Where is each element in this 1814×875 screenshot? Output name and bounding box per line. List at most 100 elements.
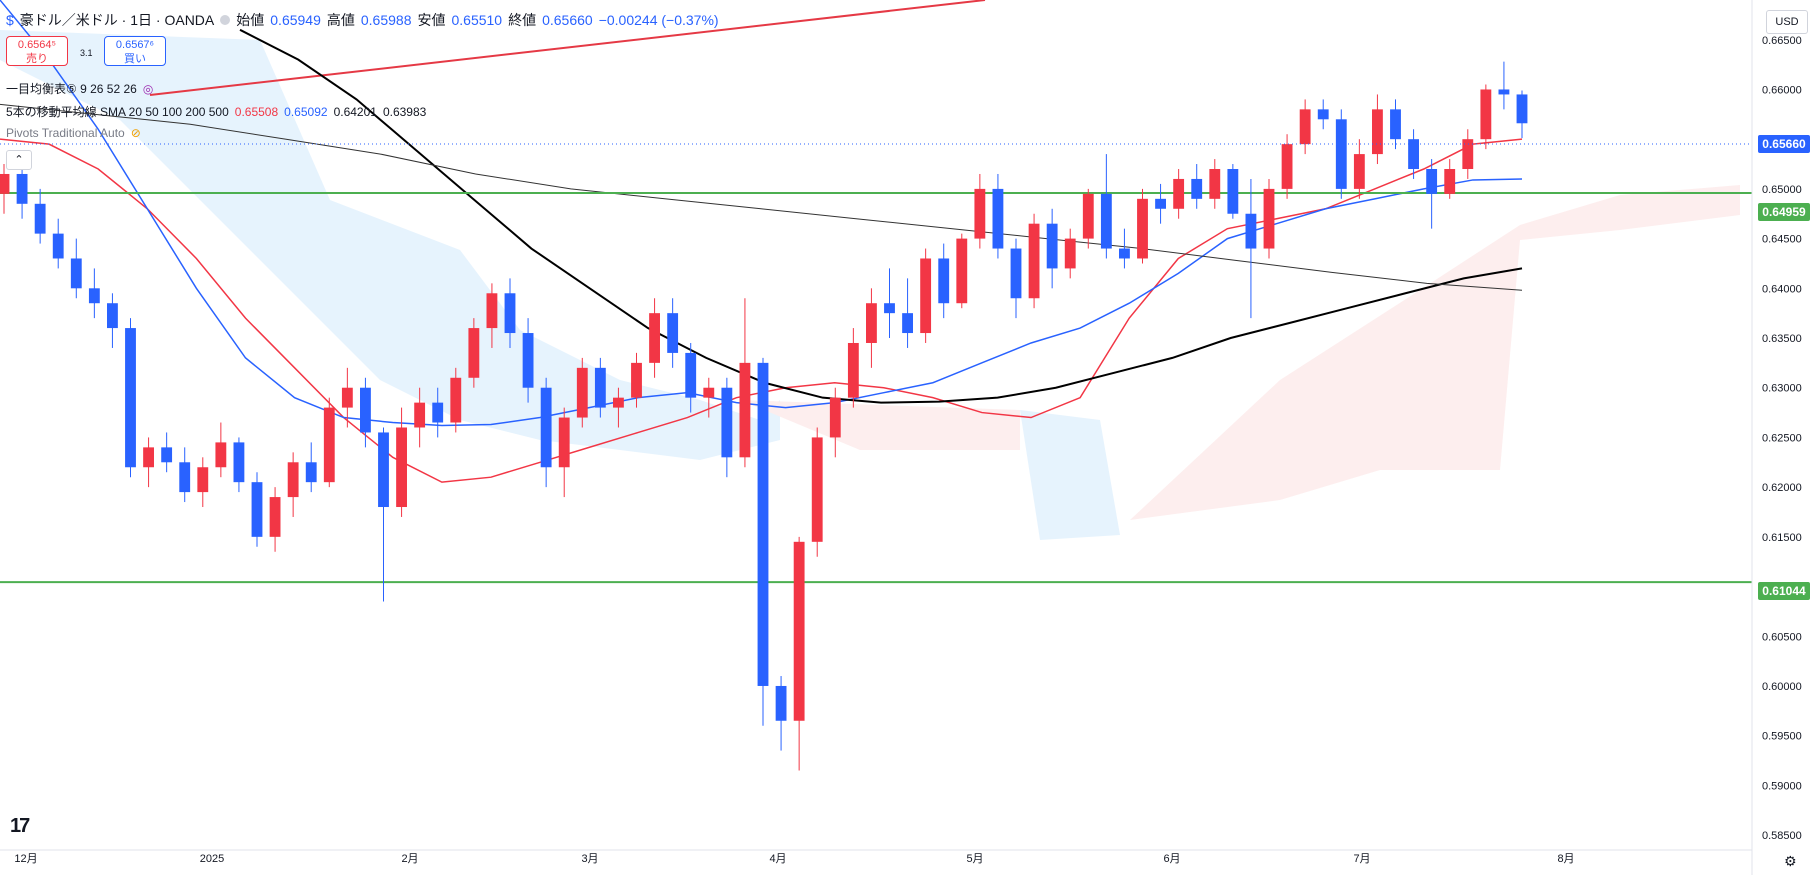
candle-body bbox=[793, 541, 805, 721]
candle-body bbox=[450, 377, 462, 423]
candle-body bbox=[1426, 169, 1438, 194]
tradingview-logo-icon[interactable]: 17 bbox=[10, 815, 30, 837]
candle-body bbox=[920, 258, 932, 334]
ichimoku-cloud-bearish bbox=[1130, 185, 1740, 520]
level-price-tag-2: 0.61044 bbox=[1758, 582, 1810, 600]
market-status-icon[interactable] bbox=[220, 15, 231, 25]
candle-body bbox=[233, 442, 245, 483]
eye-off-icon[interactable]: ⊘ bbox=[130, 126, 141, 140]
ichimoku-cloud-bearish bbox=[740, 400, 1020, 450]
sell-label: 売り bbox=[26, 53, 48, 65]
candle-body bbox=[34, 203, 46, 234]
candle-body bbox=[1372, 109, 1383, 155]
high-value: 0.65988 bbox=[360, 12, 412, 28]
candle-body bbox=[1299, 109, 1311, 145]
price-tick-label: 0.60000 bbox=[1762, 681, 1802, 693]
candle-body bbox=[125, 328, 136, 468]
candle-body bbox=[287, 462, 299, 498]
ichimoku-legend[interactable]: 一目均衡表⑤ 9 26 52 26 ◎ bbox=[6, 80, 153, 97]
open-label: 始値 bbox=[236, 12, 265, 28]
candle-body bbox=[52, 233, 64, 259]
candle-body bbox=[992, 188, 1004, 249]
sma-label: 5本の移動平均線 SMA 20 50 100 200 500 bbox=[6, 105, 229, 119]
candle-body bbox=[540, 387, 552, 468]
trend-line[interactable] bbox=[149, 0, 986, 96]
candle-body bbox=[631, 362, 642, 398]
ichimoku-cloud-bullish bbox=[0, 30, 780, 460]
price-tick-label: 0.64500 bbox=[1762, 234, 1802, 246]
price-change: −0.00244 (−0.37%) bbox=[598, 12, 719, 28]
last-price-tag: 0.65660 bbox=[1758, 135, 1810, 153]
close-label: 終値 bbox=[508, 12, 537, 28]
candle-body bbox=[1245, 213, 1257, 249]
candle-body bbox=[667, 313, 679, 353]
buy-price: 0.6567⁶ bbox=[115, 39, 155, 51]
sma-200-value: 0.64201 bbox=[333, 104, 377, 119]
candle-body bbox=[558, 417, 570, 468]
time-tick-label: 2025 bbox=[200, 853, 224, 865]
price-tick-label: 0.66500 bbox=[1762, 35, 1802, 47]
time-axis: 12月 2025 2月 3月 4月 5月 6月 7月 8月 bbox=[0, 849, 1752, 865]
candle-body bbox=[884, 303, 895, 314]
candle-body bbox=[1408, 139, 1419, 170]
currency-selector[interactable]: USD bbox=[1766, 10, 1808, 34]
time-tick-label: 2月 bbox=[401, 853, 418, 865]
time-tick-label: 4月 bbox=[769, 853, 786, 865]
candle-body bbox=[1119, 248, 1130, 259]
australia-flag-icon: $ bbox=[6, 12, 14, 28]
buy-label: 買い bbox=[124, 53, 146, 65]
candle-body bbox=[1028, 223, 1040, 299]
candle-body bbox=[1209, 169, 1221, 199]
candle-body bbox=[757, 362, 769, 686]
price-tick-label: 0.66000 bbox=[1762, 84, 1802, 96]
candle-body bbox=[161, 447, 173, 463]
pivots-legend[interactable]: Pivots Traditional Auto ⊘ bbox=[6, 126, 141, 140]
candle-body bbox=[594, 367, 606, 408]
candle-body bbox=[576, 367, 588, 418]
time-tick-label: 7月 bbox=[1353, 853, 1370, 865]
candle-body bbox=[1498, 89, 1510, 95]
close-value: 0.65660 bbox=[542, 12, 593, 28]
price-axis: 0.665000.660000.655000.650000.645000.640… bbox=[1751, 0, 1814, 875]
candle-body bbox=[1082, 193, 1094, 239]
candle-body bbox=[1100, 193, 1112, 249]
candle-body bbox=[1480, 89, 1492, 140]
buy-button[interactable]: 0.6567⁶ 買い bbox=[104, 36, 166, 66]
sma-500-value: 0.63983 bbox=[382, 104, 427, 119]
candle-body bbox=[16, 173, 28, 204]
symbol-header: $ 豪ドル／米ドル · 1日 · OANDA 始値 0.65949 高値 0.659… bbox=[6, 10, 719, 30]
candle-body bbox=[107, 303, 118, 329]
candle-body bbox=[522, 333, 534, 388]
candle-body bbox=[649, 313, 660, 363]
candle-body bbox=[269, 497, 281, 537]
candle-body bbox=[866, 303, 877, 343]
low-label: 安値 bbox=[417, 12, 446, 28]
settings-gear-icon[interactable]: ⚙ bbox=[1784, 853, 1797, 869]
time-tick-label: 8月 bbox=[1557, 853, 1574, 865]
candle-body bbox=[811, 437, 823, 542]
price-tick-label: 0.59000 bbox=[1762, 780, 1802, 792]
eye-off-icon[interactable]: ◎ bbox=[142, 81, 154, 96]
collapse-chevron-icon: ⌃ bbox=[14, 154, 24, 166]
time-tick-label: 6月 bbox=[1163, 853, 1180, 865]
sell-button[interactable]: 0.6564⁵ 売り bbox=[6, 36, 68, 66]
candle-body bbox=[1335, 119, 1347, 189]
price-tick-label: 0.58500 bbox=[1762, 830, 1802, 842]
candle-body bbox=[1317, 109, 1329, 120]
spread-value: 3.1 bbox=[80, 48, 93, 58]
candle-body bbox=[1281, 144, 1293, 189]
candle-body bbox=[0, 173, 10, 194]
price-tick-label: 0.62000 bbox=[1762, 482, 1802, 494]
candle-body bbox=[938, 258, 950, 304]
candle-body bbox=[902, 313, 913, 334]
candle-body bbox=[504, 293, 516, 334]
collapse-legend-button[interactable]: ⌃ bbox=[6, 150, 32, 170]
candle-body bbox=[468, 328, 480, 378]
candle-body bbox=[1227, 169, 1239, 214]
symbol-title[interactable]: 豪ドル／米ドル · 1日 · OANDA bbox=[19, 12, 215, 28]
sma-line bbox=[0, 103, 1523, 291]
candle-body bbox=[847, 342, 859, 398]
sma-legend[interactable]: 5本の移動平均線 SMA 20 50 100 200 500 0.65508 0… bbox=[6, 103, 426, 120]
sma-20-value: 0.65508 bbox=[234, 104, 279, 119]
